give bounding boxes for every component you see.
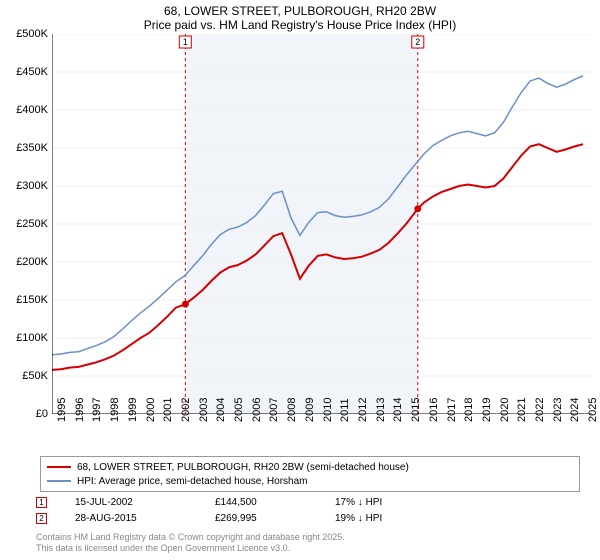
plot-area: 12 [52,34,592,414]
attribution-line-1: Contains HM Land Registry data © Crown c… [36,532,345,542]
marker-index-box: 2 [36,513,47,524]
legend-item: 68, LOWER STREET, PULBOROUGH, RH20 2BW (… [47,460,573,474]
y-tick-label: £0 [36,408,48,420]
x-tick-label: 2006 [251,398,263,422]
x-tick-label: 2024 [569,398,581,422]
x-tick-label: 2004 [215,398,227,422]
marker-date: 28-AUG-2015 [75,513,215,524]
x-tick-label: 2008 [286,398,298,422]
marker-price: £269,995 [215,513,335,524]
x-tick-label: 2011 [339,398,351,422]
x-tick-label: 2010 [322,398,334,422]
x-tick-label: 2001 [162,398,174,422]
x-tick-label: 2022 [534,398,546,422]
legend-swatch [47,466,71,468]
y-tick-label: £300K [16,180,48,192]
x-tick-label: 2019 [481,398,493,422]
marker-diff: 19% ↓ HPI [335,513,435,524]
x-tick-label: 1995 [56,398,68,422]
x-tick-label: 2009 [304,398,316,422]
attribution: Contains HM Land Registry data © Crown c… [36,532,596,554]
y-tick-label: £450K [16,66,48,78]
x-tick-label: 2014 [392,398,404,422]
x-tick-label: 2003 [198,398,210,422]
y-tick-label: £400K [16,104,48,116]
x-tick-label: 2000 [145,398,157,422]
legend-label: 68, LOWER STREET, PULBOROUGH, RH20 2BW (… [77,462,409,473]
x-tick-label: 2015 [410,398,422,422]
x-tick-label: 2012 [357,398,369,422]
legend-label: HPI: Average price, semi-detached house,… [77,476,308,487]
x-tick-label: 2021 [516,398,528,422]
chart-container: 68, LOWER STREET, PULBOROUGH, RH20 2BW P… [0,0,600,560]
x-tick-label: 2002 [180,398,192,422]
y-tick-label: £100K [16,332,48,344]
plot-svg: 12 [52,34,592,414]
title-line-2: Price paid vs. HM Land Registry's House … [0,18,600,32]
marker-info-row: 2 28-AUG-2015£269,99519% ↓ HPI [36,510,596,526]
y-tick-label: £250K [16,218,48,230]
x-tick-label: 2023 [552,398,564,422]
x-tick-label: 1999 [127,398,139,422]
y-axis: £0£50K£100K£150K£200K£250K£300K£350K£400… [0,34,52,414]
x-tick-label: 2007 [268,398,280,422]
marker-index-box: 1 [36,497,47,508]
y-tick-label: £350K [16,142,48,154]
legend-swatch [47,480,71,482]
marker-price: £144,500 [215,497,335,508]
x-tick-label: 2025 [587,398,599,422]
svg-text:2: 2 [415,37,420,47]
y-tick-label: £50K [22,370,48,382]
marker-diff: 17% ↓ HPI [335,497,435,508]
y-tick-label: £150K [16,294,48,306]
chart-title: 68, LOWER STREET, PULBOROUGH, RH20 2BW P… [0,0,600,32]
x-tick-label: 1997 [91,398,103,422]
attribution-line-2: This data is licensed under the Open Gov… [36,543,290,553]
x-axis: 1995199619971998199920002001200220032004… [52,414,592,454]
legend: 68, LOWER STREET, PULBOROUGH, RH20 2BW (… [40,456,580,492]
y-tick-label: £500K [16,28,48,40]
svg-text:1: 1 [183,37,188,47]
y-tick-label: £200K [16,256,48,268]
x-tick-label: 1998 [109,398,121,422]
x-tick-label: 1996 [74,398,86,422]
x-tick-label: 2016 [428,398,440,422]
legend-item: HPI: Average price, semi-detached house,… [47,474,573,488]
sale-markers-info: 1 15-JUL-2002£144,50017% ↓ HPI 2 28-AUG-201… [36,494,596,526]
x-tick-label: 2013 [375,398,387,422]
x-tick-label: 2020 [499,398,511,422]
marker-info-row: 1 15-JUL-2002£144,50017% ↓ HPI [36,494,596,510]
x-tick-label: 2005 [233,398,245,422]
x-tick-label: 2017 [446,398,458,422]
title-line-1: 68, LOWER STREET, PULBOROUGH, RH20 2BW [0,4,600,18]
marker-date: 15-JUL-2002 [75,497,215,508]
x-tick-label: 2018 [463,398,475,422]
